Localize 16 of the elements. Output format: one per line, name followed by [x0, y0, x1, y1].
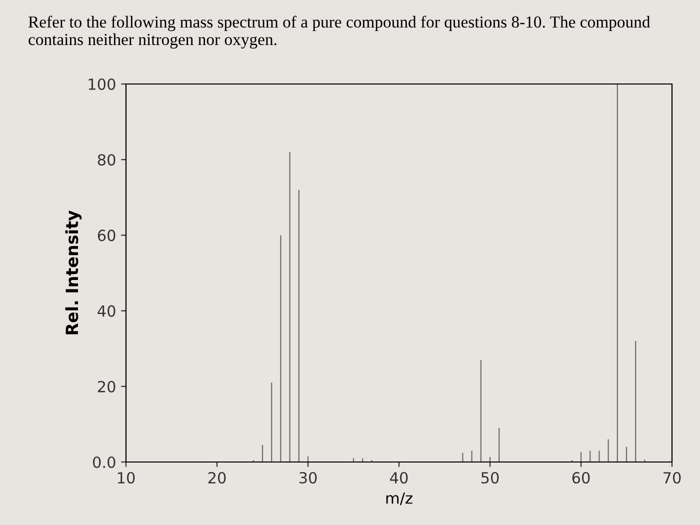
y-tick-label: 100 [88, 78, 116, 90]
x-tick-label: 40 [390, 472, 408, 484]
y-tick-label: 20 [98, 380, 116, 392]
chart-title: Refer to the following mass spectrum of a pure compound for questions 8-10. The compound contains neither nitrogen nor oxygen. [28, 16, 650, 49]
x-tick-label: 10 [118, 472, 135, 484]
y-tick-label: 0.0 [92, 456, 116, 468]
y-tick-label: 40 [98, 305, 116, 317]
x-tick-label: 50 [481, 472, 499, 484]
y-tick-label: 80 [98, 154, 116, 166]
x-tick-label: 60 [572, 472, 590, 484]
y-axis-title: Rel. Intensity [65, 210, 82, 334]
y-tick-label: 60 [98, 230, 116, 242]
x-tick-label: 30 [299, 472, 317, 484]
x-tick-label: 20 [208, 472, 226, 484]
x-axis-title: m/z [386, 492, 412, 506]
x-tick-label: 70 [664, 472, 681, 484]
